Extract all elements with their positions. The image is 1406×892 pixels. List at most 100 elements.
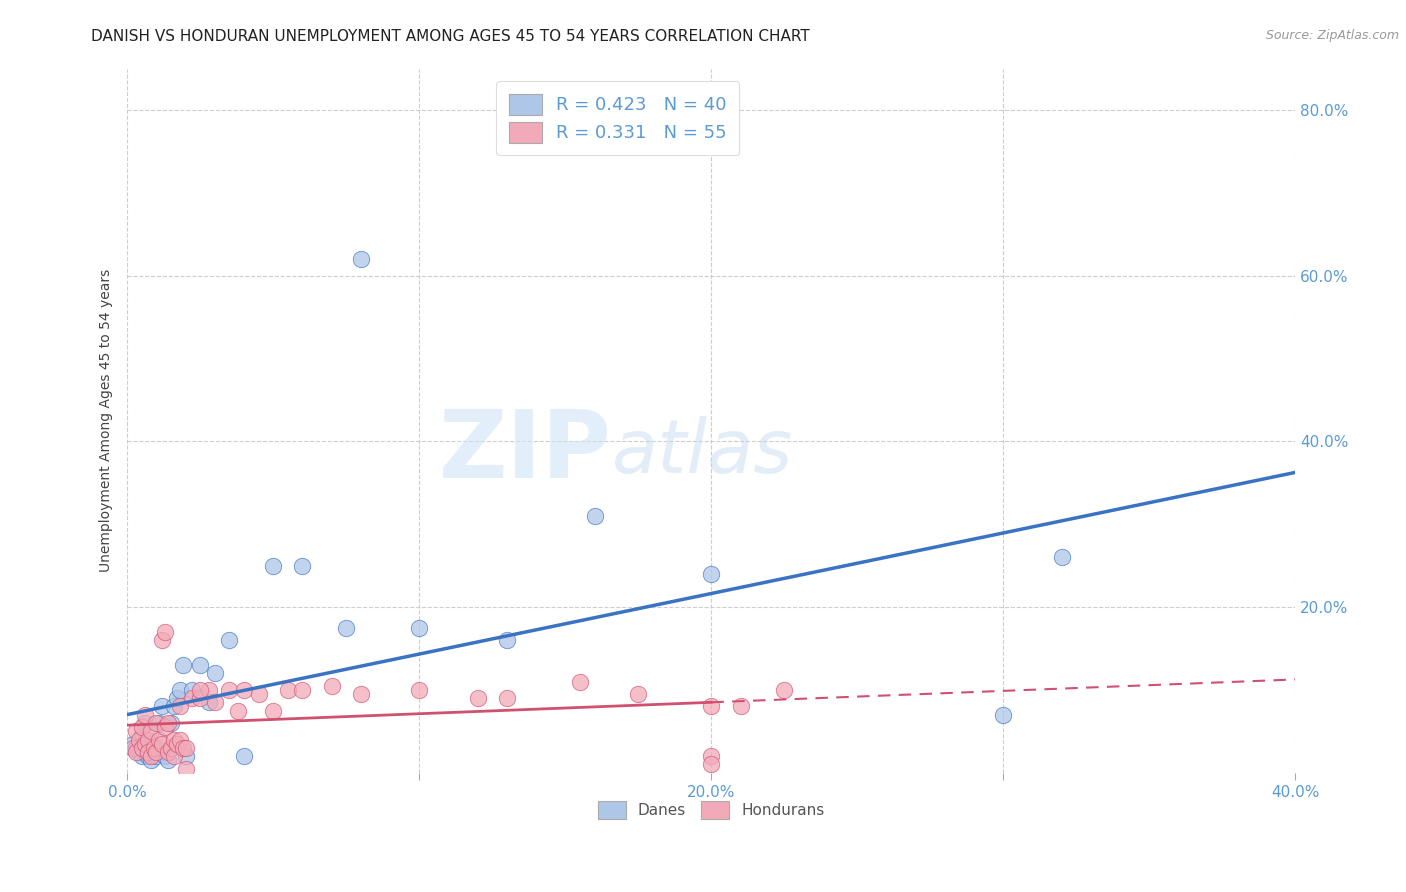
Point [157, 745, 180, 759]
Point [198, 682, 221, 697]
Point [125, 724, 148, 739]
Point [262, 704, 284, 718]
Text: Source: ZipAtlas.com: Source: ZipAtlas.com [1265, 29, 1399, 42]
Point [174, 762, 197, 776]
Point [134, 716, 156, 731]
Point [122, 737, 145, 751]
Point [198, 695, 221, 709]
Point [180, 691, 202, 706]
Point [128, 745, 150, 759]
Point [233, 682, 256, 697]
Legend: Danes, Hondurans: Danes, Hondurans [592, 795, 831, 825]
Point [157, 716, 180, 731]
Point [188, 682, 211, 697]
Point [136, 740, 159, 755]
Point [163, 732, 186, 747]
Point [627, 687, 650, 701]
Point [262, 558, 284, 573]
Point [335, 621, 357, 635]
Point [142, 740, 165, 755]
Point [277, 682, 299, 697]
Point [247, 687, 270, 701]
Text: ZIP: ZIP [439, 407, 612, 499]
Point [125, 745, 148, 759]
Point [136, 745, 159, 759]
Point [163, 749, 186, 764]
Point [773, 682, 796, 697]
Point [131, 740, 153, 755]
Point [169, 732, 191, 747]
Point [150, 633, 173, 648]
Point [160, 740, 183, 755]
Point [700, 757, 723, 772]
Point [321, 679, 343, 693]
Point [122, 740, 145, 755]
Text: DANISH VS HONDURAN UNEMPLOYMENT AMONG AGES 45 TO 54 YEARS CORRELATION CHART: DANISH VS HONDURAN UNEMPLOYMENT AMONG AG… [91, 29, 810, 44]
Point [496, 691, 519, 706]
Point [172, 740, 194, 755]
Point [134, 737, 156, 751]
Point [150, 737, 173, 751]
Point [408, 621, 430, 635]
Point [172, 658, 194, 673]
Y-axis label: Unemployment Among Ages 45 to 54 years: Unemployment Among Ages 45 to 54 years [100, 269, 114, 573]
Point [166, 737, 188, 751]
Point [136, 732, 159, 747]
Point [160, 716, 183, 731]
Point [188, 691, 211, 706]
Point [204, 695, 226, 709]
Point [145, 740, 167, 755]
Point [993, 707, 1015, 722]
Point [226, 704, 249, 718]
Point [408, 682, 430, 697]
Point [350, 252, 373, 266]
Point [134, 745, 156, 759]
Point [169, 699, 191, 714]
Point [155, 749, 177, 764]
Point [157, 753, 180, 767]
Point [139, 749, 162, 764]
Point [131, 749, 153, 764]
Point [700, 566, 723, 581]
Point [148, 732, 170, 747]
Point [166, 691, 188, 706]
Point [142, 745, 165, 759]
Point [163, 699, 186, 714]
Point [496, 633, 519, 648]
Point [125, 740, 148, 755]
Point [134, 707, 156, 722]
Point [128, 732, 150, 747]
Point [148, 716, 170, 731]
Point [291, 682, 314, 697]
Point [150, 699, 173, 714]
Point [139, 724, 162, 739]
Point [233, 749, 256, 764]
Point [218, 633, 240, 648]
Point [145, 716, 167, 731]
Point [730, 699, 752, 714]
Point [145, 745, 167, 759]
Point [291, 558, 314, 573]
Point [155, 720, 177, 734]
Point [568, 674, 591, 689]
Point [180, 682, 202, 697]
Point [350, 687, 373, 701]
Point [700, 749, 723, 764]
Point [188, 658, 211, 673]
Point [145, 749, 167, 764]
Point [174, 749, 197, 764]
Point [1050, 550, 1073, 565]
Text: atlas: atlas [612, 417, 793, 488]
Point [139, 737, 162, 751]
Point [131, 729, 153, 743]
Point [583, 508, 606, 523]
Point [174, 740, 197, 755]
Point [169, 682, 191, 697]
Point [136, 749, 159, 764]
Point [467, 691, 489, 706]
Point [218, 682, 240, 697]
Point [155, 624, 177, 639]
Point [139, 753, 162, 767]
Point [131, 720, 153, 734]
Point [700, 699, 723, 714]
